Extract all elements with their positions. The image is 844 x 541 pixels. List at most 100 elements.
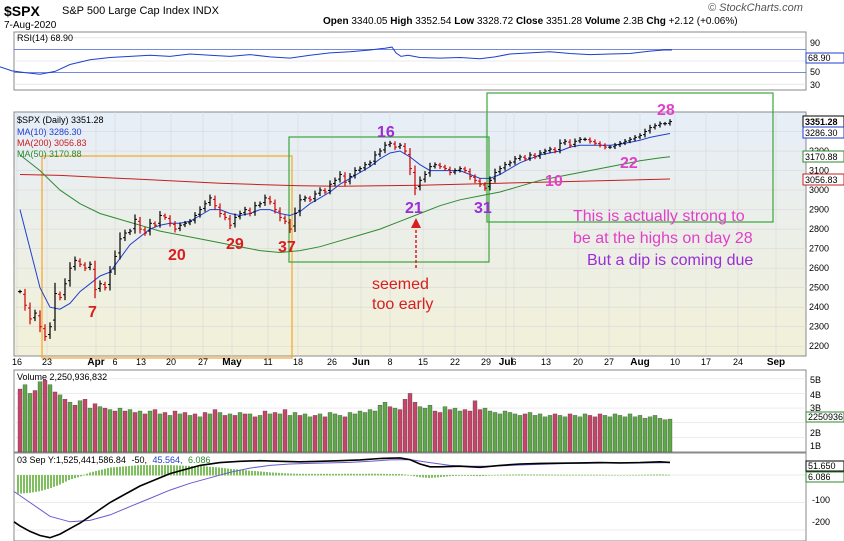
- osc-hist-bar: [641, 474, 643, 476]
- ma200-line: [19, 174, 671, 187]
- osc-hist-bar: [380, 473, 382, 476]
- osc-hist-bar: [119, 466, 121, 476]
- ma200-legend: MA(200) 3056.83: [17, 138, 87, 148]
- osc-hist-bar: [113, 467, 115, 476]
- osc-hist-bar: [17, 475, 19, 494]
- osc-hist-bar: [233, 469, 235, 476]
- price-bar: [123, 229, 127, 242]
- osc-hist-bar: [662, 474, 664, 476]
- osc-hist-bar: [203, 466, 205, 476]
- osc-hist-bar: [455, 475, 457, 476]
- price-bar: [373, 151, 377, 166]
- date-tick: 11: [263, 357, 272, 367]
- price-bar: [313, 190, 317, 203]
- price-bar: [263, 194, 267, 206]
- price-bar: [53, 282, 57, 331]
- price-bar: [368, 160, 372, 167]
- volume-bar: [282, 409, 288, 453]
- osc-hist-bar: [668, 474, 670, 476]
- volume-bar: [637, 415, 643, 453]
- volume-bar: [327, 412, 333, 453]
- volume-bar: [27, 393, 33, 453]
- price-bar: [118, 232, 122, 260]
- osc-hist-bar: [260, 471, 262, 476]
- price-bar: [163, 213, 167, 220]
- volume-bar: [342, 416, 348, 453]
- price-bar: [303, 195, 307, 202]
- osc-hist-bar: [278, 472, 280, 476]
- price-bar: [398, 142, 402, 150]
- osc-hist-bar: [611, 474, 613, 476]
- osc-main-line: [13, 457, 671, 539]
- price-bar: [383, 141, 387, 154]
- osc-hist-bar: [98, 470, 100, 476]
- volume-bar: [322, 416, 328, 453]
- volume-bar: [17, 388, 23, 453]
- price-bar: [663, 121, 667, 126]
- price-bar: [423, 171, 427, 183]
- date-tick: 10: [670, 357, 680, 367]
- osc-hist-bar: [44, 475, 46, 490]
- osc-hist-bar: [242, 469, 244, 476]
- osc-hist-bar: [452, 475, 454, 477]
- volume-bar: [452, 407, 458, 453]
- price-bar: [523, 155, 527, 162]
- price-bar: [318, 187, 322, 197]
- price-grid: [14, 112, 806, 356]
- osc-histogram: [17, 465, 670, 494]
- volume-bar: [217, 412, 223, 453]
- osc-hist-bar: [491, 475, 493, 476]
- osc-hist-bar: [131, 465, 133, 476]
- day-label-29: 29: [226, 236, 244, 253]
- osc-hist-bar: [449, 475, 451, 477]
- osc-hist-bar: [485, 475, 487, 476]
- price-bar: [108, 266, 112, 291]
- osc-hist-bar: [608, 474, 610, 476]
- price-bar: [63, 278, 67, 301]
- osc-hist-bar: [368, 473, 370, 476]
- volume-bar: [187, 415, 193, 453]
- price-bar: [633, 135, 637, 142]
- volume-bar: [262, 410, 268, 453]
- volume-bar: [182, 412, 188, 453]
- volume-bar: [347, 412, 353, 453]
- price-bar: [613, 142, 617, 150]
- osc-hist-bar: [488, 475, 490, 476]
- osc-hist-bar: [617, 474, 619, 476]
- osc-hist-bar: [314, 473, 316, 476]
- osc-hist-bar: [650, 474, 652, 476]
- osc-badge-hist: 6.086: [808, 472, 831, 482]
- osc-hist-bar: [257, 471, 259, 476]
- osc-hist-bar: [605, 474, 607, 476]
- osc-hist-bar: [563, 474, 565, 476]
- osc-hist-bar: [311, 473, 313, 476]
- osc-hist-bar: [473, 475, 475, 476]
- osc-hist-bar: [194, 465, 196, 476]
- date-tick: 6: [511, 357, 516, 367]
- osc-hist-bar: [305, 473, 307, 476]
- price-bar: [578, 137, 582, 144]
- volume-bar: [517, 415, 523, 453]
- osc-hist-bar: [644, 474, 646, 476]
- osc-legend: 03 Sep Y:1,525,441,586.84 -50, 45.564, 6…: [17, 455, 211, 465]
- price-tick: 2700: [809, 244, 829, 254]
- rsi-axis: 90 70 50 30 68.90: [805, 38, 844, 90]
- date-tick: Jul: [499, 357, 514, 368]
- volume-bar: [462, 409, 468, 453]
- price-bar: [328, 180, 332, 195]
- date-tick: 22: [450, 357, 460, 367]
- price-bar: [438, 162, 442, 169]
- volume-bar: [472, 400, 478, 453]
- volume-bar: [107, 409, 113, 453]
- volume-bar: [652, 415, 658, 453]
- volume-bar: [442, 406, 448, 453]
- osc-hist-bar: [293, 473, 295, 476]
- osc-hist-bar: [599, 474, 601, 476]
- volume-bar: [77, 400, 83, 453]
- volume-bar: [537, 413, 543, 453]
- volume-axis: 5B 4B 3B 2B 1B 2250936: [805, 375, 844, 451]
- osc-hist-bar: [200, 466, 202, 476]
- price-bar: [408, 148, 412, 176]
- osc-hist-bar: [143, 465, 145, 476]
